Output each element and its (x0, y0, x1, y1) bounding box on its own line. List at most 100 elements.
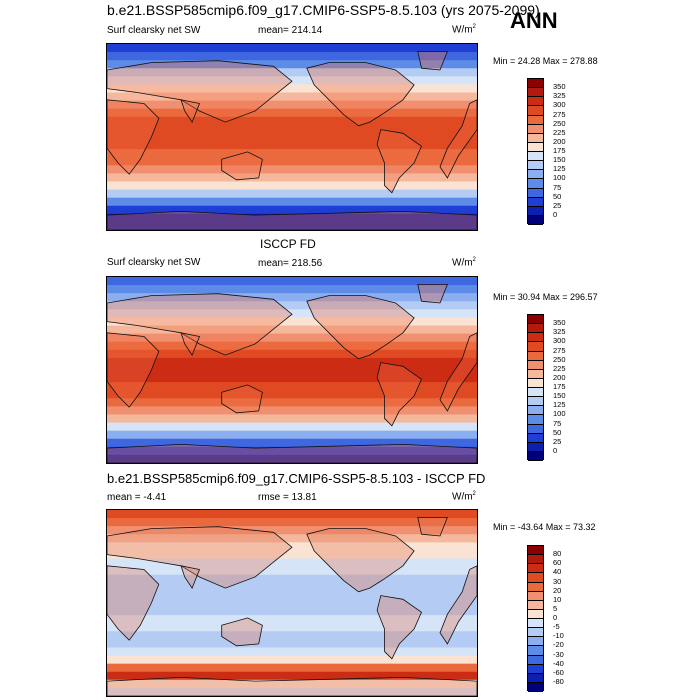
season-label: ANN (510, 8, 558, 33)
field-band (107, 116, 477, 126)
colorbar-tick-label: 75 (553, 418, 562, 428)
coastline (306, 295, 415, 360)
field-band (107, 663, 477, 673)
field-band (107, 526, 477, 535)
colorbar-tick-label: 325 (553, 327, 566, 337)
coastline (221, 151, 263, 181)
field-band (107, 623, 477, 632)
field-band (107, 398, 477, 407)
map-field (107, 510, 477, 696)
coastline (376, 595, 422, 660)
field-band (107, 422, 477, 432)
colorbar-swatch (528, 115, 543, 125)
colorbar-swatch (528, 342, 543, 352)
colorbar-swatch (528, 360, 543, 370)
colorbar-swatch (528, 655, 543, 665)
field-band (107, 189, 477, 199)
colorbar-tick-label: 25 (553, 200, 562, 210)
field-band (107, 173, 477, 183)
field-band (107, 534, 477, 543)
coastline (376, 362, 422, 427)
colorbar-swatch (528, 206, 543, 216)
colorbar-tick-label: 350 (553, 82, 566, 92)
field-band (107, 68, 477, 77)
field-band (107, 550, 477, 560)
colorbar-tick-label: -60 (553, 667, 564, 677)
coastline (180, 565, 201, 589)
colorbar-tick-label: 300 (553, 100, 566, 110)
colorbar-swatch (528, 188, 543, 198)
colorbar-tick-label: 125 (553, 164, 566, 174)
colorbar-swatch (528, 433, 543, 443)
colorbar-tick-label: 80 (553, 549, 562, 559)
coastline (417, 284, 448, 304)
field-band (107, 438, 477, 448)
field-band (107, 124, 477, 134)
coastline (107, 526, 293, 589)
coastline (107, 210, 477, 230)
colorbar-swatch (528, 197, 543, 207)
field-band (107, 615, 477, 624)
coastline (107, 565, 160, 641)
colorbar-tick-label: -10 (553, 631, 564, 641)
coastline (439, 332, 477, 412)
field-band (107, 149, 477, 158)
colorbar-swatch (528, 369, 543, 379)
colorbar-swatch (528, 324, 543, 334)
coastline (439, 99, 477, 179)
field-band (107, 382, 477, 391)
colorbar-tick-label: 250 (553, 354, 566, 364)
colorbar-tick-label: 275 (553, 109, 566, 119)
colorbar-swatch (528, 79, 543, 89)
colorbar-swatch (528, 142, 543, 152)
field-band (107, 205, 477, 215)
colorbar-swatch (528, 555, 543, 565)
field-band (107, 582, 477, 592)
colorbar-swatch (528, 215, 543, 225)
colorbar-tick-label: 150 (553, 391, 566, 401)
colorbar-swatch (528, 378, 543, 388)
coastline (306, 528, 415, 593)
field-band (107, 100, 477, 110)
coastline (417, 517, 448, 537)
panel1-map (106, 43, 478, 231)
field-band (107, 349, 477, 359)
colorbar-tick-label: 40 (553, 567, 562, 577)
colorbar-swatch (528, 88, 543, 98)
coastline (180, 99, 201, 123)
coastline (306, 62, 415, 127)
panel3-mean: mean = -4.41 (107, 492, 167, 503)
colorbar-tick-label: 200 (553, 136, 566, 146)
field-band (107, 213, 477, 223)
panel1-units: W/m2 (452, 24, 476, 36)
coastline (417, 51, 448, 71)
colorbar-swatch (528, 415, 543, 425)
field-band (107, 108, 477, 118)
colorbar-tick-label: 10 (553, 594, 562, 604)
field-band (107, 518, 477, 527)
field-band (107, 639, 477, 649)
panel1-left-label: Surf clearsky net SW (107, 25, 201, 36)
colorbar-swatch (528, 424, 543, 434)
field-band (107, 390, 477, 399)
panel1-title: b.e21.BSSP585cmip6.f09_g17.CMIP6-SSP5-8.… (107, 2, 540, 18)
colorbar-tick-label: -40 (553, 658, 564, 668)
panel1-minmax: Min = 24.28 Max = 278.88 (493, 56, 598, 66)
coastline (107, 443, 477, 463)
field-band (107, 510, 477, 519)
field-band (107, 317, 477, 327)
panel3-minmax: Min = -43.64 Max = 73.32 (493, 522, 596, 532)
field-band (107, 325, 477, 335)
colorbar-swatch (528, 152, 543, 162)
colorbar-swatch (528, 600, 543, 610)
field-band (107, 333, 477, 343)
field-band (107, 671, 477, 681)
colorbar-tick-label: 0 (553, 445, 558, 455)
panel3-units: W/m2 (452, 491, 476, 503)
map-field (107, 277, 477, 463)
colorbar-swatch (528, 124, 543, 134)
colorbar-swatch (528, 637, 543, 647)
colorbar-swatch (528, 406, 543, 416)
field-band (107, 566, 477, 576)
field-band (107, 44, 477, 53)
